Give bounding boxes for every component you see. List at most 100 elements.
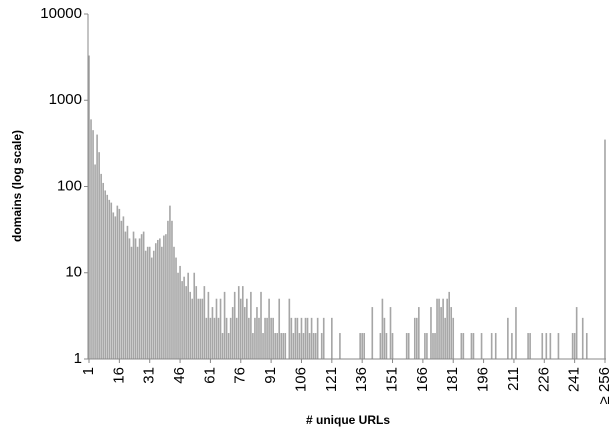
- bar: [322, 317, 325, 359]
- bar: [223, 291, 226, 359]
- bar: [185, 286, 187, 359]
- bar: [100, 173, 102, 359]
- bar: [278, 298, 281, 359]
- bar: [339, 333, 341, 359]
- bar: [371, 307, 374, 359]
- bar: [270, 317, 272, 359]
- bar: [124, 231, 127, 359]
- bar: [209, 317, 212, 359]
- bar: [361, 333, 363, 359]
- bar: [310, 317, 313, 359]
- bar: [237, 286, 240, 359]
- bar: [290, 317, 293, 359]
- bar: [233, 291, 236, 359]
- bar: [434, 333, 436, 359]
- bar: [213, 317, 216, 359]
- bar: [413, 317, 416, 359]
- x-tick-label: 136: [353, 367, 370, 392]
- bar: [98, 152, 100, 359]
- bar: [229, 317, 232, 359]
- x-tick-label: 106: [292, 367, 309, 392]
- bar: [312, 333, 315, 359]
- bar: [250, 291, 252, 359]
- bar: [118, 208, 121, 359]
- bar: [436, 298, 438, 359]
- y-tick-label: 1: [74, 350, 82, 367]
- bar: [205, 317, 208, 359]
- bar: [302, 333, 305, 359]
- bar: [150, 257, 153, 359]
- bar: [254, 317, 256, 359]
- bar: [134, 238, 137, 359]
- bar: [114, 216, 117, 359]
- bar: [571, 333, 574, 359]
- bar: [256, 307, 258, 359]
- bar: [331, 317, 333, 359]
- bar: [120, 220, 123, 359]
- bar: [557, 333, 560, 359]
- bar: [494, 333, 497, 359]
- bar: [432, 333, 434, 359]
- bar: [142, 231, 145, 359]
- bar: [541, 333, 544, 359]
- bar: [239, 298, 242, 359]
- bar: [94, 164, 96, 359]
- bar: [385, 333, 388, 359]
- bar: [126, 225, 129, 359]
- bar: [110, 202, 113, 359]
- bar: [92, 130, 94, 359]
- bar: [96, 134, 98, 359]
- bar: [407, 333, 410, 359]
- bar: [462, 333, 465, 359]
- bar: [183, 276, 185, 359]
- bar: [262, 333, 264, 359]
- x-tick-label: 76: [232, 367, 249, 384]
- bar: [448, 291, 450, 359]
- bar: [211, 307, 214, 359]
- bar: [215, 298, 218, 359]
- bar: [472, 333, 475, 359]
- bar: [304, 317, 307, 359]
- bar: [221, 333, 224, 359]
- bar: [102, 182, 104, 359]
- bar: [549, 333, 552, 359]
- bar: [187, 272, 189, 359]
- bar: [165, 234, 167, 359]
- bar: [231, 307, 234, 359]
- bar: [280, 333, 283, 359]
- x-tick-label: 196: [475, 367, 492, 392]
- bar: [452, 317, 455, 359]
- bar: [181, 281, 183, 359]
- bar: [112, 212, 115, 359]
- x-tick-label: 121: [323, 367, 340, 392]
- bar: [207, 291, 210, 359]
- bar: [90, 119, 92, 359]
- bar: [159, 238, 161, 359]
- bar: [444, 317, 446, 359]
- bar: [314, 333, 317, 359]
- bar: [106, 194, 109, 359]
- bar: [264, 317, 266, 359]
- bar: [148, 246, 151, 359]
- bar: [316, 317, 319, 359]
- bar: [138, 238, 141, 359]
- bar: [480, 333, 483, 359]
- bar: [136, 246, 139, 359]
- bar: [288, 298, 291, 359]
- bar: [177, 272, 179, 359]
- x-tick-label: 61: [201, 367, 218, 384]
- bar: [140, 234, 143, 359]
- bar: [252, 333, 254, 359]
- bar: [116, 205, 119, 359]
- bar: [581, 317, 584, 359]
- x-tick-label: 241: [566, 367, 583, 392]
- bar: [122, 216, 125, 359]
- bar: [104, 190, 107, 359]
- bar: [442, 298, 444, 359]
- bar: [246, 298, 248, 359]
- x-tick-label: 211: [505, 367, 522, 391]
- bar: [573, 333, 576, 359]
- bar: [244, 307, 246, 359]
- bar: [529, 333, 531, 359]
